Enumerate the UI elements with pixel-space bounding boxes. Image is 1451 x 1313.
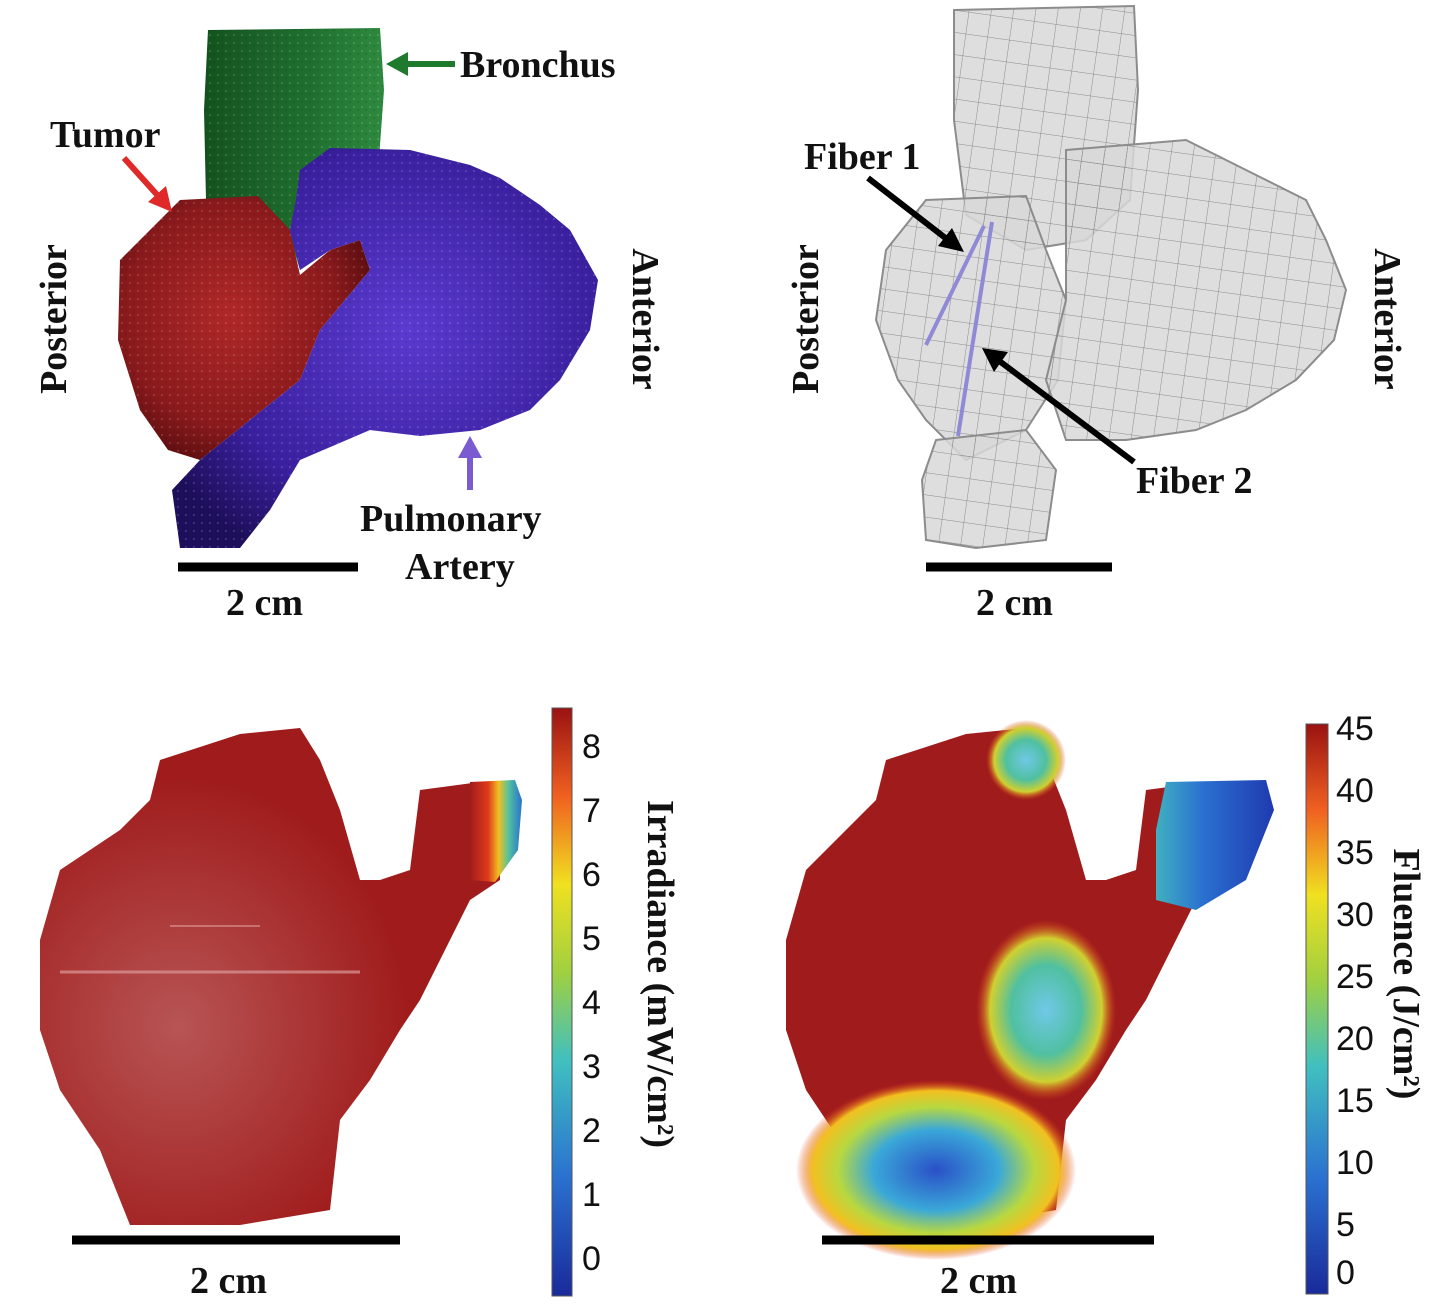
colorbar-tick: 3 — [582, 1048, 601, 1086]
bronchus-label: Bronchus — [460, 44, 616, 86]
scale-bar-label: 2 cm — [940, 1260, 1018, 1302]
fluence-map — [786, 720, 1329, 1295]
panel-fluence: 45 40 35 30 25 20 15 10 5 0 Fluence (J/c… — [726, 650, 1451, 1308]
posterior-label: Posterior — [785, 244, 827, 394]
colorbar-tick: 45 — [1336, 710, 1374, 748]
fiber1-label: Fiber 1 — [804, 136, 921, 178]
tumor-label: Tumor — [50, 114, 161, 156]
anterior-label: Anterior — [1366, 248, 1408, 390]
colorbar-tick: 0 — [582, 1240, 601, 1278]
colorbar-tick: 10 — [1336, 1144, 1374, 1182]
colorbar-title: Irradiance (mW/cm²) — [639, 799, 681, 1148]
colorbar-tick: 30 — [1336, 896, 1374, 934]
colorbar-tick: 20 — [1336, 1020, 1374, 1058]
colorbar — [551, 707, 573, 1297]
colorbar-tick: 5 — [582, 920, 601, 958]
irradiance-tip — [470, 780, 522, 882]
panel-irradiance: 8 7 6 5 4 3 2 1 0 Irradiance (mW/cm²) 2 … — [0, 650, 725, 1308]
fluence-tip — [1156, 780, 1274, 910]
mesh-rendering — [866, 4, 1348, 572]
pulmonary-label: Pulmonary — [360, 498, 542, 540]
colorbar-tick: 15 — [1336, 1082, 1374, 1120]
colorbar-tick: 40 — [1336, 772, 1374, 810]
irradiance-map — [40, 707, 573, 1297]
colorbar-tick: 4 — [582, 984, 601, 1022]
fiber1-arrow — [866, 175, 964, 252]
colorbar-tick: 8 — [582, 728, 601, 766]
fiber2-arrow — [982, 348, 1136, 465]
artery-arrow — [458, 436, 482, 490]
scale-bar-label: 2 cm — [226, 582, 304, 624]
anterior-label: Anterior — [624, 248, 666, 390]
colorbar-tick: 5 — [1336, 1206, 1355, 1244]
tumor-arrow — [121, 155, 172, 212]
bronchus-arrow — [386, 52, 455, 76]
colorbar-tick: 0 — [1336, 1254, 1355, 1292]
colorbar — [1305, 723, 1329, 1295]
fiber2-label: Fiber 2 — [1136, 460, 1253, 502]
panel-fiber-placement: Fiber 1 Fiber 2 Posterior Anterior 2 cm — [726, 0, 1451, 640]
colorbar-tick: 25 — [1336, 958, 1374, 996]
panel-anatomy: Bronchus Tumor Posterior Anterior Pulmon… — [0, 0, 725, 640]
posterior-label: Posterior — [33, 244, 75, 394]
colorbar-tick: 6 — [582, 856, 601, 894]
colorbar-title: Fluence (J/cm²) — [1385, 848, 1427, 1100]
fiber-1 — [924, 225, 986, 346]
colorbar-tick: 2 — [582, 1112, 601, 1150]
colorbar-tick: 7 — [582, 792, 601, 830]
colorbar-tick: 1 — [582, 1176, 601, 1214]
artery-label: Artery — [405, 546, 515, 588]
scale-bar-label: 2 cm — [190, 1260, 268, 1302]
colorbar-tick: 35 — [1336, 834, 1374, 872]
scale-bar-label: 2 cm — [976, 582, 1054, 624]
fiber-2 — [956, 221, 994, 437]
anatomy-rendering — [118, 28, 598, 572]
